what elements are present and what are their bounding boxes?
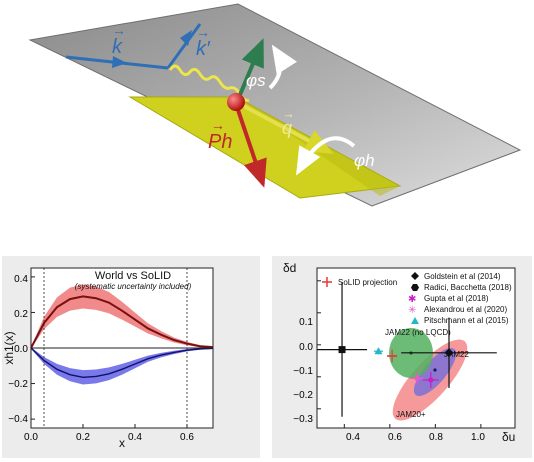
point-4-marker bbox=[414, 375, 420, 381]
label-k-prime-vector-icon: → bbox=[196, 24, 210, 40]
virtual-photon bbox=[168, 64, 250, 102]
label-phi-s: φs bbox=[246, 71, 266, 90]
legend-item-0: Goldstein et al (2014) bbox=[424, 272, 501, 281]
right-y-tick-0: 0.1 bbox=[299, 317, 313, 328]
nucleon-target bbox=[227, 93, 245, 111]
jam22-region bbox=[413, 347, 457, 397]
left-x-tick-0: 0.0 bbox=[24, 432, 38, 443]
right-y-axis-label: δd bbox=[283, 261, 296, 275]
left-x-tick-2: 0.4 bbox=[128, 432, 142, 443]
right-x-tick-0: 0.4 bbox=[346, 432, 360, 443]
right-y-tick-1: 0.0 bbox=[299, 342, 313, 353]
point-1-marker bbox=[374, 347, 383, 355]
left-y-tick-2: 0.0 bbox=[14, 344, 28, 355]
label-jam22-nolqcd: JAM22 (no LQCD) bbox=[385, 328, 451, 337]
left-y-tick-3: −0.2 bbox=[8, 379, 28, 390]
legend-marker-diamond-icon bbox=[411, 272, 419, 280]
jam22-nolqcd-region bbox=[389, 328, 433, 378]
legend-item-4: Pitschmann et al (2015) bbox=[424, 316, 509, 325]
legend-solid-projection: SoLID projection bbox=[322, 277, 397, 287]
left-x-axis-label: x bbox=[119, 436, 125, 450]
legend: Goldstein et al (2014) Radici, Bacchetta… bbox=[408, 272, 512, 325]
legend-item-3: Alexandrou et al (2020) bbox=[424, 305, 508, 314]
point-0-marker bbox=[338, 346, 346, 354]
legend-item-1: Radici, Bacchetta (2018) bbox=[424, 283, 512, 292]
series-1-band bbox=[31, 347, 213, 385]
left-chart-subtitle: (systematic uncertainty included) bbox=[75, 282, 192, 291]
left-y-tick-1: 0.2 bbox=[14, 309, 28, 320]
right-y-tick-3: −0.2 bbox=[293, 390, 313, 401]
outgoing-lepton-arrow-icon bbox=[180, 30, 192, 46]
left-y-axis-label: xh1(x) bbox=[2, 331, 16, 364]
right-x-axis-label: δu bbox=[502, 430, 515, 444]
point-3-marker bbox=[428, 377, 434, 383]
spin-vector bbox=[235, 38, 264, 103]
legend-item-2: Gupta et al (2018) bbox=[424, 294, 489, 303]
right-plot-area bbox=[316, 267, 516, 429]
label-phi-h: φh bbox=[354, 151, 375, 170]
series-0-band bbox=[31, 284, 213, 349]
label-q: q bbox=[282, 118, 292, 138]
legend-marker-hexagon-icon bbox=[411, 284, 419, 291]
hadron-momentum-vector bbox=[234, 103, 267, 188]
point-2-marker bbox=[444, 348, 454, 358]
right-y-tick-4: −0.3 bbox=[293, 414, 313, 425]
left-y-tick-0: 0.4 bbox=[14, 274, 28, 285]
legend-marker-triangle-icon bbox=[411, 317, 419, 324]
left-plot-marks bbox=[30, 268, 214, 428]
label-q-vector-icon: → bbox=[282, 106, 295, 121]
label-jam22: JAM22 bbox=[444, 350, 469, 359]
phi-h-arc bbox=[296, 136, 356, 176]
right-x-tick-3: 1.0 bbox=[471, 432, 485, 443]
incoming-lepton-arrow-icon bbox=[112, 56, 127, 68]
left-y-tick-4: −0.4 bbox=[8, 414, 28, 425]
label-jam20: JAM20+ bbox=[396, 410, 426, 419]
outgoing-lepton-line bbox=[166, 23, 202, 69]
right-x-tick-1: 0.6 bbox=[388, 432, 402, 443]
right-plot-marks bbox=[317, 280, 497, 428]
left-x-tick-3: 0.6 bbox=[180, 432, 194, 443]
legend-solid-projection-label: SoLID projection bbox=[338, 278, 397, 287]
right-y-tick-2: −0.1 bbox=[293, 366, 313, 377]
left-plot-area bbox=[30, 267, 214, 429]
label-k: k bbox=[112, 36, 123, 58]
series-1-line bbox=[30, 347, 214, 379]
label-P-h: Ph bbox=[208, 131, 232, 153]
label-P-h-vector-icon: → bbox=[211, 117, 225, 133]
label-k-prime: k′ bbox=[196, 38, 211, 60]
sidis-diagram: k → k′ → φs q → Ph → φh bbox=[28, 3, 522, 207]
right-x-tick-2: 0.8 bbox=[429, 432, 443, 443]
legend-marker-star-magenta-icon: ✱ bbox=[408, 294, 416, 305]
right-chart-background bbox=[272, 256, 532, 458]
q-vector bbox=[239, 102, 334, 154]
jam20-region bbox=[392, 339, 468, 421]
left-x-tick-1: 0.2 bbox=[76, 432, 90, 443]
series-0-line bbox=[30, 295, 214, 349]
left-chart-title: World vs SoLID bbox=[95, 270, 171, 282]
phi-s-arc bbox=[268, 44, 298, 90]
label-k-vector-icon: → bbox=[112, 22, 126, 38]
legend-marker-star-pink-icon: ✳ bbox=[408, 305, 416, 316]
left-chart-background bbox=[2, 256, 260, 458]
